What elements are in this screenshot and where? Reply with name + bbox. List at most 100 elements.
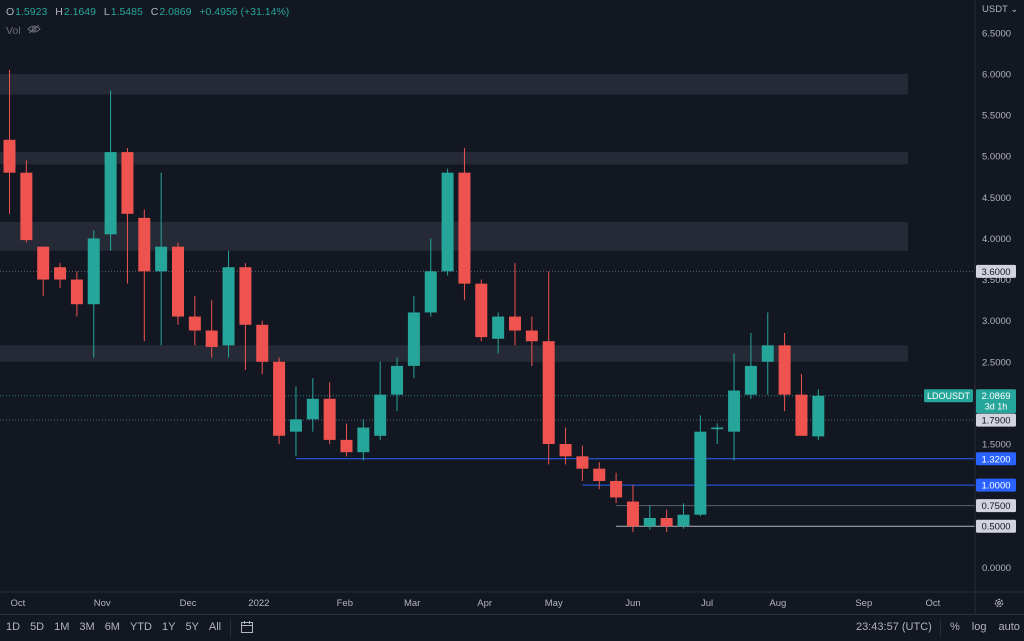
candle-body — [306, 398, 319, 420]
candle-body — [626, 501, 639, 527]
range-5d-button[interactable]: 5D — [30, 621, 45, 633]
candle-body — [744, 365, 757, 395]
candle — [626, 485, 639, 532]
candle-body — [795, 394, 808, 436]
level-badge: 1.0000 — [981, 481, 1010, 492]
percent-scale-button[interactable]: % — [950, 621, 960, 633]
y-tick-label: 2.5000 — [982, 357, 1011, 368]
candle-body — [424, 271, 437, 313]
range-1m-button[interactable]: 1M — [54, 621, 70, 633]
currency-selector[interactable]: USDT ⌄ — [982, 4, 1018, 15]
resistance-zone — [0, 222, 908, 251]
x-tick-label: Oct — [11, 598, 26, 609]
level-badge: 0.7500 — [981, 501, 1010, 512]
divider — [230, 619, 231, 637]
candle — [610, 472, 623, 504]
candle-body — [340, 439, 353, 453]
candle — [509, 263, 521, 346]
bottom-toolbar: 1D 5D 1M 3M 6M YTD 1Y 5Y All 23:43:57 (U… — [0, 614, 1024, 641]
y-tick-label: 0.0000 — [982, 563, 1011, 574]
candle-body — [239, 267, 252, 325]
candle-body — [711, 427, 724, 430]
candle — [643, 505, 656, 530]
level-badge: 1.7900 — [981, 416, 1010, 427]
change-value: +0.4956 (+31.14%) — [199, 6, 290, 18]
utc-clock[interactable]: 23:43:57 (UTC) — [856, 621, 932, 633]
range-ytd-button[interactable]: YTD — [129, 621, 152, 633]
x-tick-label: Aug — [769, 598, 786, 609]
candle-body — [694, 431, 707, 515]
candle — [728, 353, 741, 461]
candle — [424, 238, 437, 317]
range-1y-button[interactable]: 1Y — [161, 621, 176, 633]
resistance-zone — [0, 152, 908, 165]
x-tick-label: Dec — [180, 598, 197, 609]
candle — [475, 279, 488, 342]
x-tick-label: 2022 — [248, 598, 269, 609]
candle — [87, 230, 100, 358]
range-all-button[interactable]: All — [208, 621, 222, 633]
range-6m-button[interactable]: 6M — [104, 621, 120, 633]
y-tick-label: 3.5000 — [982, 275, 1011, 286]
candle-body — [205, 330, 218, 347]
candle-body — [121, 152, 134, 214]
level-badge-bg — [976, 519, 1016, 533]
auto-scale-button[interactable]: auto — [998, 621, 1020, 633]
x-tick-label: Jul — [701, 598, 713, 609]
candle — [138, 209, 151, 342]
x-tick-label: May — [545, 598, 563, 609]
candle-body — [289, 419, 302, 432]
candle-body — [87, 238, 100, 305]
candle-body — [576, 456, 589, 469]
candle-body — [677, 514, 690, 527]
candle-body — [172, 246, 184, 317]
resistance-zone — [0, 345, 908, 362]
candle — [711, 423, 724, 444]
y-tick-label: 3.0000 — [982, 316, 1011, 327]
divider — [940, 619, 941, 637]
candle-body — [525, 330, 538, 342]
candle — [188, 296, 201, 346]
candle — [256, 320, 269, 375]
candle — [172, 242, 184, 325]
last-price-value: 2.0869 — [981, 391, 1010, 402]
level-badge: 3.6000 — [981, 267, 1010, 278]
candle — [239, 263, 252, 370]
candle-body — [610, 481, 623, 498]
log-scale-button[interactable]: log — [971, 621, 987, 633]
level-badge-bg — [976, 264, 1016, 278]
scale-options: % log auto — [950, 621, 1020, 633]
x-tick-label: Mar — [404, 598, 420, 609]
candle — [559, 427, 572, 465]
candle-body — [188, 316, 201, 331]
range-5y-button[interactable]: 5Y — [185, 621, 199, 633]
candle — [357, 419, 370, 461]
candle-body — [20, 172, 33, 241]
x-tick-label: Oct — [925, 598, 940, 609]
candle-body — [54, 267, 67, 280]
candle — [374, 361, 387, 440]
candle-body — [3, 139, 16, 173]
last-price-badge-bg — [976, 389, 1016, 414]
ohlc-legend: O1.5923 H2.1649 L1.5485 C2.0869 +0.4956 … — [6, 6, 294, 18]
candle-body — [812, 395, 825, 437]
candle-body — [778, 345, 791, 395]
range-1d-button[interactable]: 1D — [6, 621, 21, 633]
candle-body — [391, 365, 404, 395]
x-tick-label: Feb — [337, 598, 353, 609]
candle — [340, 423, 353, 457]
candle-body — [104, 152, 117, 235]
candle — [289, 386, 302, 457]
candle — [391, 357, 404, 412]
candle-body — [475, 283, 488, 338]
level-badge-bg — [976, 499, 1016, 513]
x-tick-label: Apr — [477, 598, 492, 609]
x-tick-label: Nov — [94, 598, 111, 609]
range-3m-button[interactable]: 3M — [79, 621, 95, 633]
settings-gear-icon[interactable] — [993, 596, 1005, 614]
eye-hidden-icon[interactable] — [26, 24, 41, 37]
calendar-range-icon[interactable] — [240, 620, 254, 637]
candle-body — [643, 518, 656, 527]
close-key: C — [150, 6, 159, 18]
